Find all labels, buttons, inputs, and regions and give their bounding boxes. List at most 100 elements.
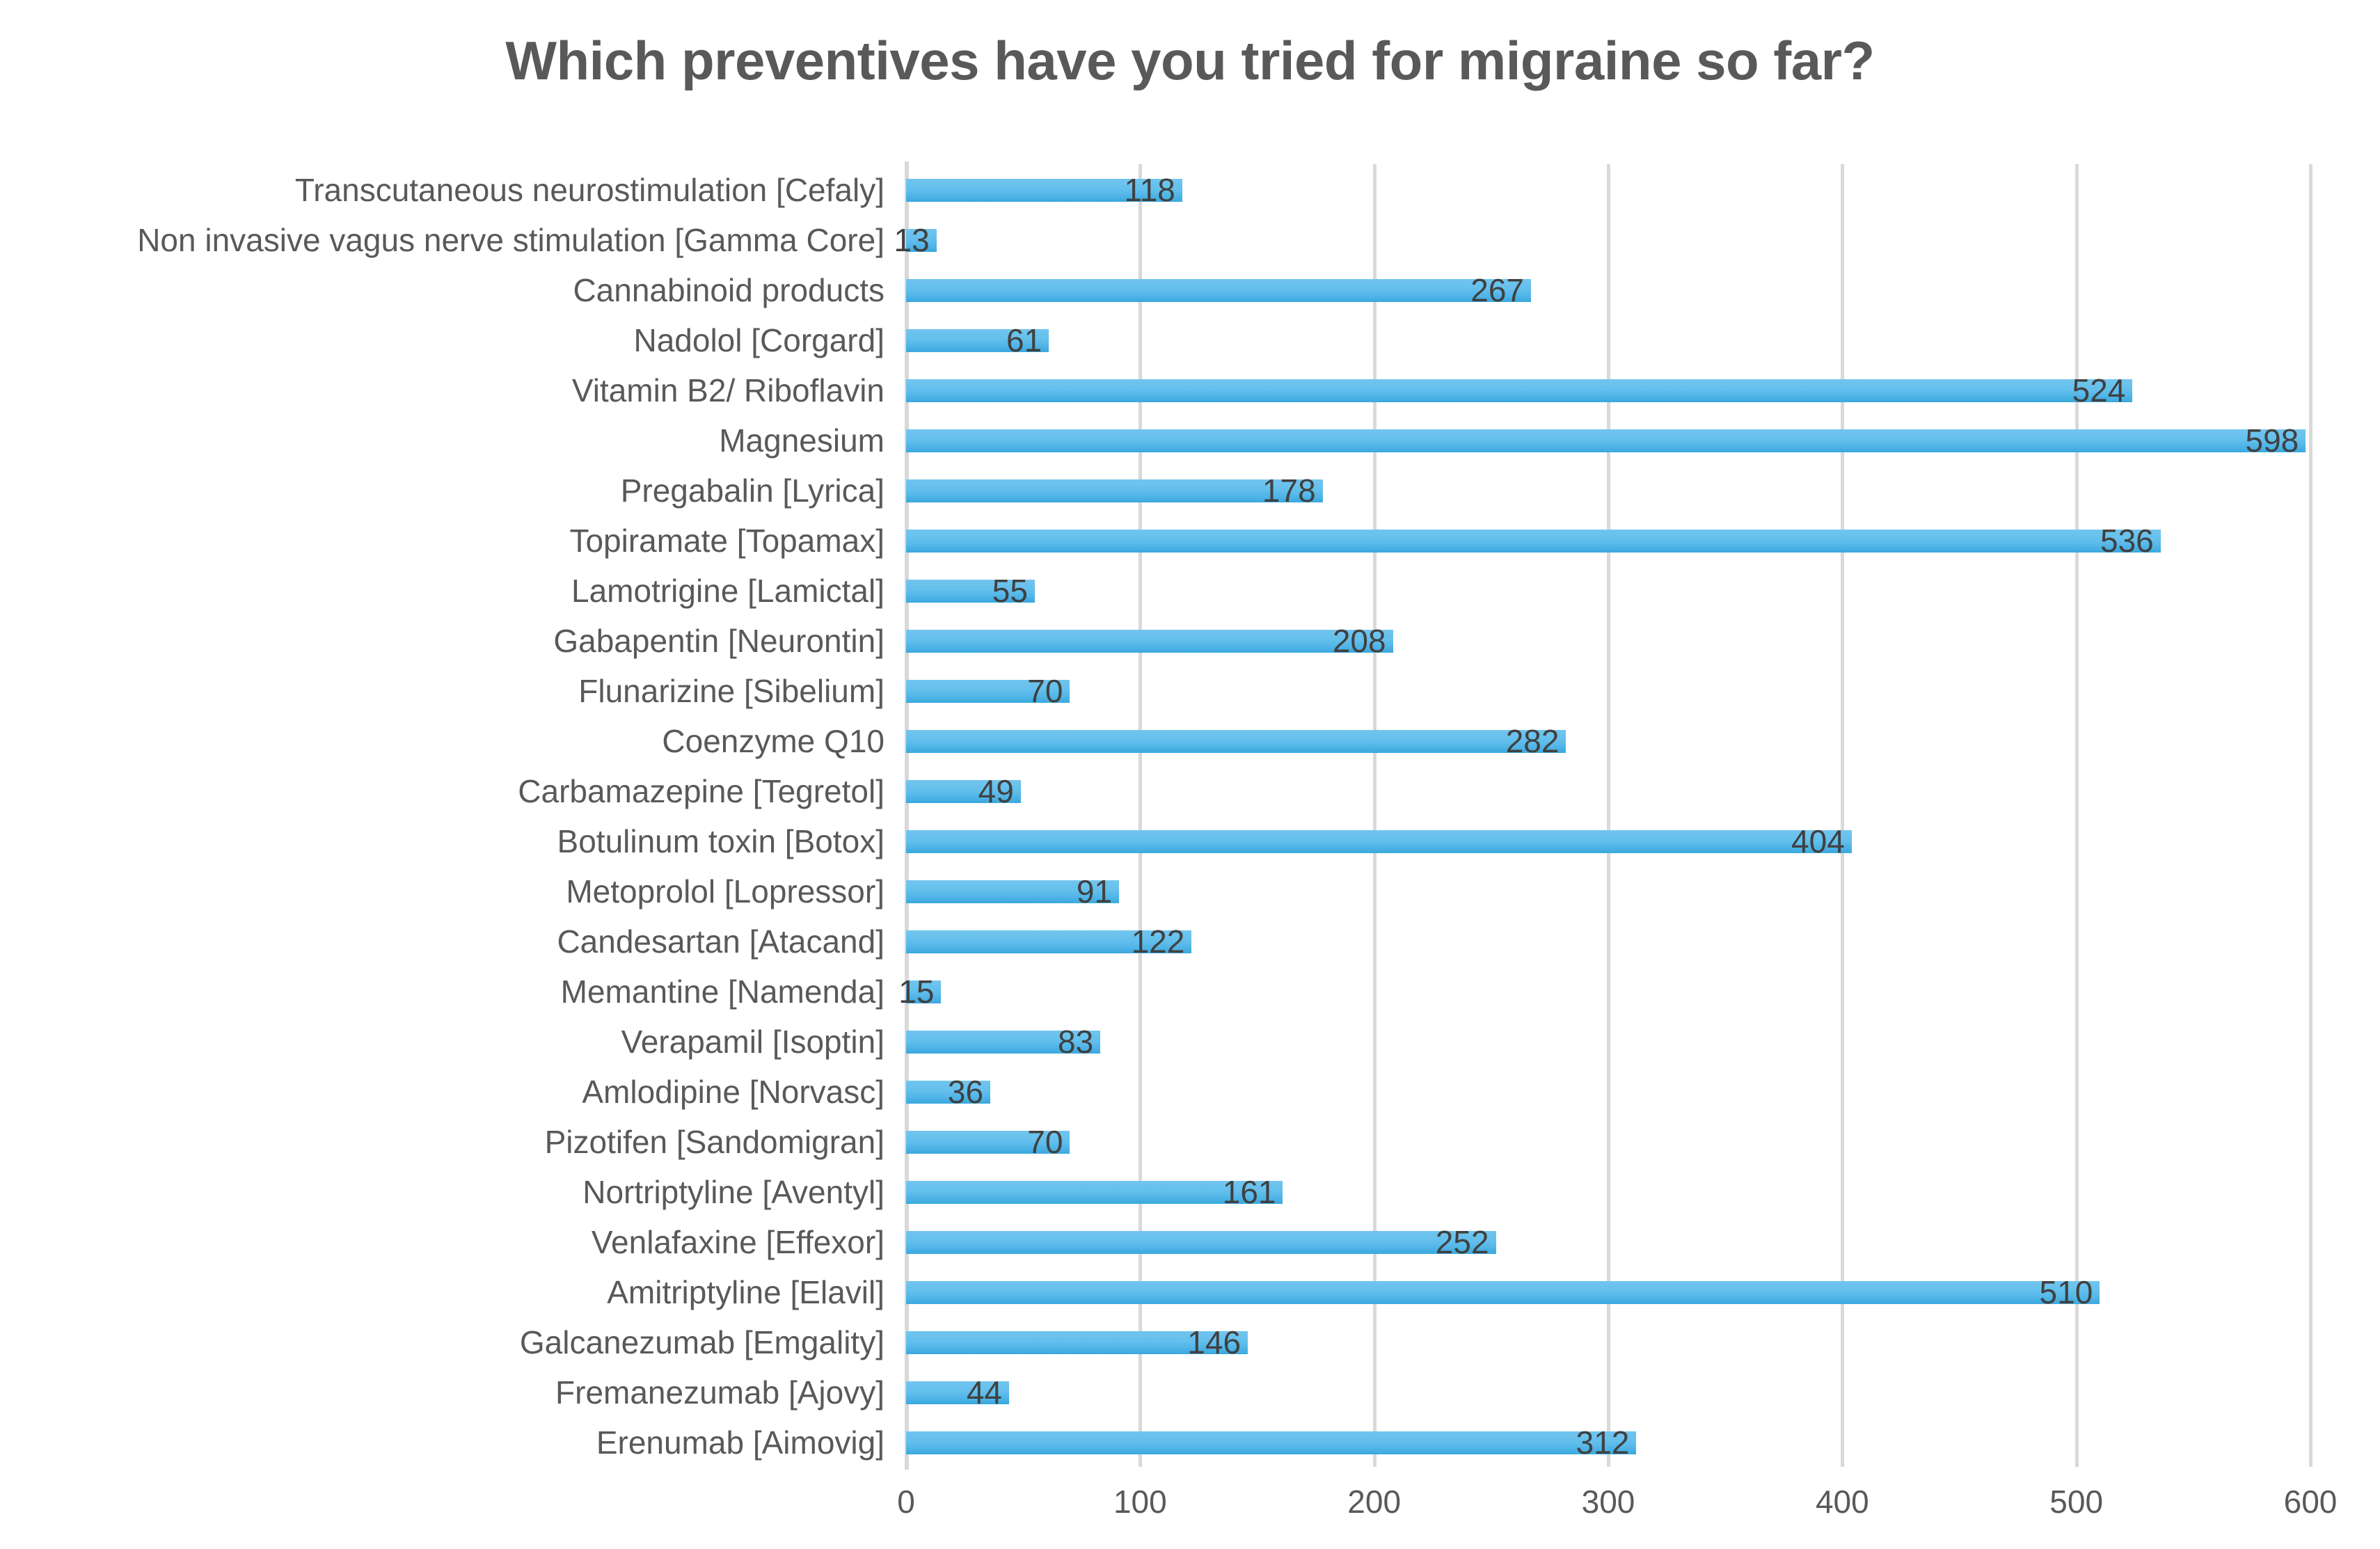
bar-row[interactable]: 70 xyxy=(906,1116,2310,1168)
bar-value-label: 122 xyxy=(1131,923,1185,960)
bar-row[interactable]: 36 xyxy=(906,1066,2310,1118)
category-label: Galcanezumab [Emgality] xyxy=(519,1324,884,1360)
bar[interactable] xyxy=(906,1081,991,1104)
bar[interactable] xyxy=(906,980,942,1003)
bar[interactable] xyxy=(906,630,1393,653)
bar[interactable] xyxy=(906,730,1566,753)
category-axis-labels: Transcutaneous neurostimulation [Cefaly]… xyxy=(0,164,894,1467)
bar-row[interactable]: 282 xyxy=(906,715,2310,768)
bar-value-label: 36 xyxy=(947,1074,984,1110)
bar-row[interactable]: 122 xyxy=(906,916,2310,968)
bar[interactable] xyxy=(906,479,1323,502)
bar-value-label: 161 xyxy=(1222,1174,1276,1210)
bar[interactable] xyxy=(906,1231,1496,1254)
gridline xyxy=(2074,164,2079,1467)
bar-row[interactable]: 118 xyxy=(906,164,2310,216)
gridline xyxy=(2309,164,2312,1467)
category-label: Vitamin B2/ Riboflavin xyxy=(571,372,884,408)
bar[interactable] xyxy=(906,1281,2100,1304)
bar-row[interactable]: 267 xyxy=(906,264,2310,317)
bar[interactable] xyxy=(906,680,1070,703)
bar[interactable] xyxy=(906,780,1021,803)
category-label: Cannabinoid products xyxy=(573,272,884,308)
bar-row[interactable]: 510 xyxy=(906,1266,2310,1319)
x-tick-label: 400 xyxy=(1815,1484,1869,1520)
bar-value-label: 598 xyxy=(2245,422,2299,459)
category-label: Erenumab [Aimovig] xyxy=(596,1424,884,1461)
bar-value-label: 312 xyxy=(1576,1424,1630,1461)
bar-row[interactable]: 598 xyxy=(906,415,2310,467)
bar-row[interactable]: 55 xyxy=(906,565,2310,617)
category-label: Amlodipine [Norvasc] xyxy=(582,1074,884,1110)
bar[interactable] xyxy=(906,830,1852,853)
category-label: Candesartan [Atacand] xyxy=(557,923,884,960)
bar[interactable] xyxy=(906,279,1531,302)
category-label: Pizotifen [Sandomigran] xyxy=(544,1124,884,1160)
bar-value-label: 282 xyxy=(1505,723,1560,759)
bar-value-label: 536 xyxy=(2100,523,2154,559)
bar[interactable] xyxy=(906,179,1182,202)
bar-row[interactable]: 312 xyxy=(906,1417,2310,1469)
bar-value-label: 44 xyxy=(966,1374,1002,1411)
bar[interactable] xyxy=(906,1181,1283,1204)
bar[interactable] xyxy=(906,580,1035,603)
bar-row[interactable]: 91 xyxy=(906,866,2310,918)
category-label: Coenzyme Q10 xyxy=(662,723,884,759)
bar[interactable] xyxy=(906,229,937,252)
category-label: Fremanezumab [Ajovy] xyxy=(555,1374,884,1411)
x-tick-label: 500 xyxy=(2049,1484,2104,1520)
bar-value-label: 146 xyxy=(1187,1324,1241,1360)
bar[interactable] xyxy=(906,1431,1637,1454)
plot-area: 118 13 267 61 524 598 178 536 55 208 70 282 49 404 91 1… xyxy=(894,164,2312,1469)
bar-value-label: 70 xyxy=(1027,673,1063,709)
category-label: Flunarizine [Sibelium] xyxy=(578,673,884,709)
category-label: Memantine [Namenda] xyxy=(560,974,884,1010)
bar-value-label: 61 xyxy=(1006,322,1042,358)
category-label: Amitriptyline [Elavil] xyxy=(607,1274,884,1310)
category-label: Nortriptyline [Aventyl] xyxy=(582,1174,884,1210)
gridline xyxy=(1841,164,1845,1467)
category-label: Transcutaneous neurostimulation [Cefaly] xyxy=(294,172,884,208)
category-label: Pregabalin [Lyrica] xyxy=(620,472,884,509)
bar-value-label: 524 xyxy=(2072,372,2126,408)
bar[interactable] xyxy=(906,329,1049,352)
bar-row[interactable]: 49 xyxy=(906,765,2310,818)
category-label: Topiramate [Topamax] xyxy=(569,523,884,559)
bar-row[interactable]: 536 xyxy=(906,515,2310,567)
bar-row[interactable]: 146 xyxy=(906,1317,2310,1369)
bar-value-label: 267 xyxy=(1470,272,1524,308)
bar[interactable] xyxy=(906,880,1120,903)
bar-row[interactable]: 178 xyxy=(906,465,2310,517)
category-label: Verapamil [Isoptin] xyxy=(621,1024,884,1060)
bar-row[interactable]: 524 xyxy=(906,365,2310,417)
bar[interactable] xyxy=(906,1031,1101,1054)
bar[interactable] xyxy=(906,429,2306,452)
x-tick-label: 200 xyxy=(1347,1484,1402,1520)
category-label: Nadolol [Corgard] xyxy=(633,322,884,358)
category-label: Magnesium xyxy=(719,422,884,459)
bar-row[interactable]: 252 xyxy=(906,1216,2310,1269)
x-axis-tick-labels: 0 100 200 300 400 500 600 xyxy=(897,1481,2337,1530)
bar[interactable] xyxy=(906,1381,1009,1404)
bar[interactable] xyxy=(906,1331,1248,1354)
category-label: Gabapentin [Neurontin] xyxy=(553,623,884,659)
bar-row[interactable]: 44 xyxy=(906,1367,2310,1419)
x-tick-label: 300 xyxy=(1581,1484,1635,1520)
bar-row[interactable]: 15 xyxy=(898,966,2310,1018)
bar-value-label: 118 xyxy=(1124,172,1175,208)
bar-row[interactable]: 161 xyxy=(906,1166,2310,1218)
bar-row[interactable]: 13 xyxy=(894,214,2310,267)
bar-value-label: 70 xyxy=(1027,1124,1063,1160)
bar-row[interactable]: 208 xyxy=(906,615,2310,667)
bar-value-label: 83 xyxy=(1057,1024,1094,1060)
bar[interactable] xyxy=(906,930,1192,953)
bar-row[interactable]: 404 xyxy=(906,816,2310,868)
bar[interactable] xyxy=(906,379,2133,402)
bar[interactable] xyxy=(906,1131,1070,1154)
gridline xyxy=(1139,164,1143,1467)
bar[interactable] xyxy=(906,530,2161,553)
bar-row[interactable]: 83 xyxy=(906,1016,2310,1068)
bar-row[interactable]: 61 xyxy=(906,315,2310,367)
bar-row[interactable]: 70 xyxy=(906,665,2310,717)
